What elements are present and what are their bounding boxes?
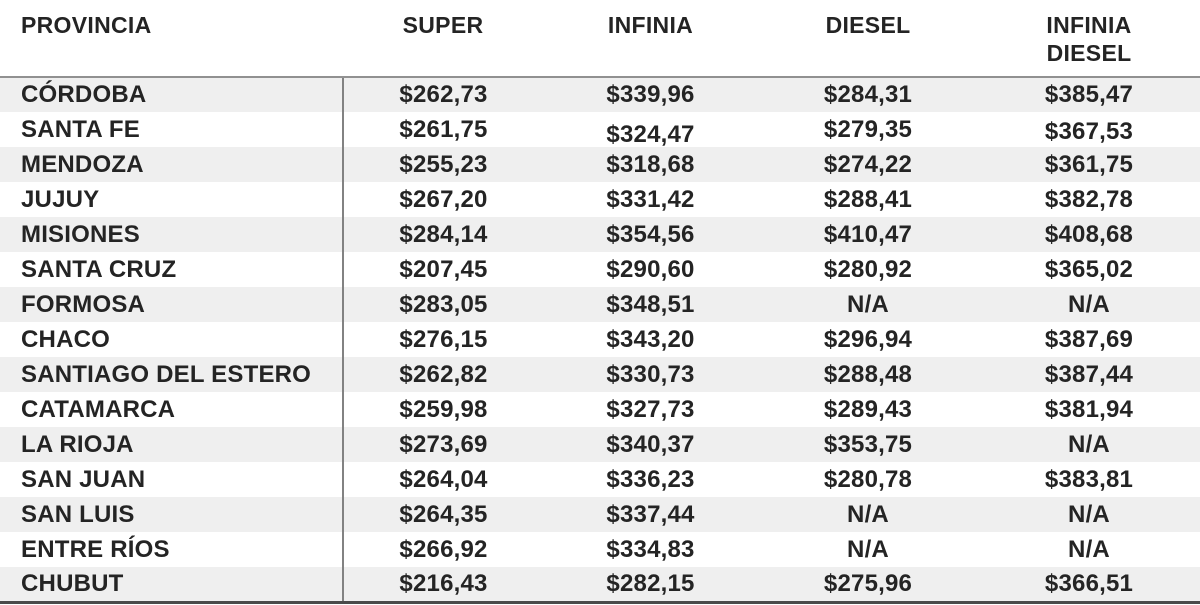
cell-price: N/A: [847, 535, 889, 563]
table-row-santiago-del-estero: SANTIAGO DEL ESTERO $262,82 $330,73 $288,48…: [0, 357, 1200, 392]
cell-provincia: LA RIOJA: [0, 427, 344, 462]
cell-price: $330,73: [606, 360, 695, 388]
table-row-formosa: FORMOSA $283,05 $348,51 N/A N/A: [0, 287, 1200, 322]
column-header-infinia: INFINIA: [543, 0, 758, 78]
table-row-entre-rios: ENTRE RÍOS $266,92 $334,83 N/A N/A: [0, 532, 1200, 567]
cell-price: $381,94: [1044, 395, 1134, 423]
cell-price: $383,81: [1044, 465, 1134, 493]
cell-price: $339,96: [606, 81, 695, 108]
cell-price: $266,92: [399, 535, 488, 563]
column-header-super: SUPER: [343, 0, 543, 78]
cell-price: $261,75: [399, 115, 488, 143]
cell-provincia: MENDOZA: [0, 147, 344, 182]
cell-price: $279,35: [823, 115, 913, 143]
cell-price: $262,73: [399, 81, 488, 108]
cell-price: $365,02: [1044, 255, 1134, 283]
cell-provincia: ENTRE RÍOS: [0, 532, 344, 567]
cell-price: $367,53: [1044, 117, 1134, 145]
cell-provincia: SANTIAGO DEL ESTERO: [0, 357, 344, 392]
table-row-santa-fe: SANTA FE $261,75 $324,47 $279,35 $367,53: [0, 112, 1200, 147]
cell-price: $276,15: [399, 325, 488, 353]
table-row-mendoza: MENDOZA $255,23 $318,68 $274,22 $361,75: [0, 147, 1200, 182]
table-row-chubut: CHUBUT $216,43 $282,15 $275,96 $366,51: [0, 567, 1200, 602]
cell-price: $289,43: [823, 395, 913, 423]
cell-price: N/A: [1068, 290, 1110, 318]
cell-price: $348,51: [606, 290, 695, 318]
cell-price: $267,20: [399, 185, 488, 213]
cell-provincia: SANTA FE: [0, 112, 344, 147]
cell-price: $340,37: [606, 430, 695, 458]
cell-provincia: CÓRDOBA: [0, 77, 344, 112]
table-row-cordoba: CÓRDOBA $262,73 $339,96 $284,31 $385,47: [0, 77, 1200, 112]
table-header: PROVINCIA SUPER INFINIA DIESEL INFINIA DIESE…: [0, 0, 1200, 78]
cell-price: $331,42: [606, 185, 695, 213]
cell-price: N/A: [847, 290, 889, 318]
cell-price: $354,56: [606, 220, 695, 248]
cell-provincia: CATAMARCA: [0, 392, 344, 427]
cell-price: $280,92: [823, 255, 913, 283]
cell-price: $288,41: [823, 185, 913, 213]
cell-price: $262,82: [399, 360, 488, 388]
cell-price: $327,73: [606, 395, 695, 423]
cell-price: $337,44: [606, 500, 695, 528]
table-row-la-rioja: LA RIOJA $273,69 $340,37 $353,75 N/A: [0, 427, 1200, 462]
cell-provincia: SANTA CRUZ: [0, 252, 344, 287]
table-body: CÓRDOBA $262,73 $339,96 $284,31 $385,47 SANTA…: [0, 77, 1200, 602]
cell-price: $410,47: [823, 220, 913, 248]
table-row-chaco: CHACO $276,15 $343,20 $296,94 $387,69: [0, 322, 1200, 357]
cell-price: N/A: [1068, 535, 1110, 563]
table-row-catamarca: CATAMARCA $259,98 $327,73 $289,43 $381,94: [0, 392, 1200, 427]
cell-price: $275,96: [823, 569, 913, 597]
cell-price: $284,14: [399, 220, 488, 248]
cell-price: $382,78: [1044, 185, 1134, 213]
cell-price: $334,83: [606, 535, 695, 563]
column-header-infinia-diesel: INFINIA DIESEL: [978, 0, 1200, 78]
header-row: PROVINCIA SUPER INFINIA DIESEL INFINIA DIESE…: [0, 0, 1200, 78]
cell-provincia: SAN LUIS: [0, 497, 344, 532]
cell-price: $366,51: [1044, 569, 1134, 597]
table-row-santa-cruz: SANTA CRUZ $207,45 $290,60 $280,92 $365,02: [0, 252, 1200, 287]
cell-provincia: CHUBUT: [0, 567, 344, 602]
cell-price: $264,04: [399, 465, 488, 493]
cell-price: $336,23: [606, 465, 695, 493]
cell-price: $343,20: [606, 325, 695, 353]
cell-price: $387,69: [1044, 325, 1134, 353]
cell-price: $255,23: [399, 150, 488, 178]
table-row-san-juan: SAN JUAN $264,04 $336,23 $280,78 $383,81: [0, 462, 1200, 497]
table-row-misiones: MISIONES $284,14 $354,56 $410,47 $408,68: [0, 217, 1200, 252]
column-header-provincia: PROVINCIA: [0, 0, 343, 78]
cell-price: N/A: [1068, 430, 1110, 458]
cell-price: N/A: [1068, 500, 1110, 528]
cell-price: $361,75: [1044, 150, 1134, 178]
cell-price: $216,43: [399, 569, 488, 597]
cell-provincia: CHACO: [0, 322, 344, 357]
cell-price: $290,60: [606, 255, 695, 283]
cell-provincia: SAN JUAN: [0, 462, 344, 497]
cell-provincia: MISIONES: [0, 217, 344, 252]
cell-price: $387,44: [1044, 360, 1134, 388]
cell-price: $288,48: [823, 360, 913, 388]
cell-price: $408,68: [1044, 220, 1134, 248]
cell-price: $318,68: [606, 150, 695, 178]
cell-price: $385,47: [1044, 81, 1134, 108]
cell-price: $273,69: [399, 430, 488, 458]
cell-price: $284,31: [823, 81, 913, 108]
cell-price: $282,15: [606, 569, 695, 597]
cell-price: $296,94: [823, 325, 913, 353]
table-row-jujuy: JUJUY $267,20 $331,42 $288,41 $382,78: [0, 182, 1200, 217]
table-row-san-luis: SAN LUIS $264,35 $337,44 N/A N/A: [0, 497, 1200, 532]
cell-price: $274,22: [823, 150, 913, 178]
cell-price: $280,78: [823, 465, 913, 493]
cell-price: N/A: [847, 500, 889, 528]
cell-price: $264,35: [399, 500, 488, 528]
cell-price: $353,75: [823, 430, 913, 458]
cell-provincia: JUJUY: [0, 182, 344, 217]
cell-price: $324,47: [606, 120, 695, 147]
cell-price: $259,98: [399, 395, 488, 423]
cell-provincia: FORMOSA: [0, 287, 344, 322]
column-header-diesel: DIESEL: [758, 0, 978, 78]
cell-price: $207,45: [399, 255, 488, 283]
cell-price: $283,05: [399, 290, 488, 318]
